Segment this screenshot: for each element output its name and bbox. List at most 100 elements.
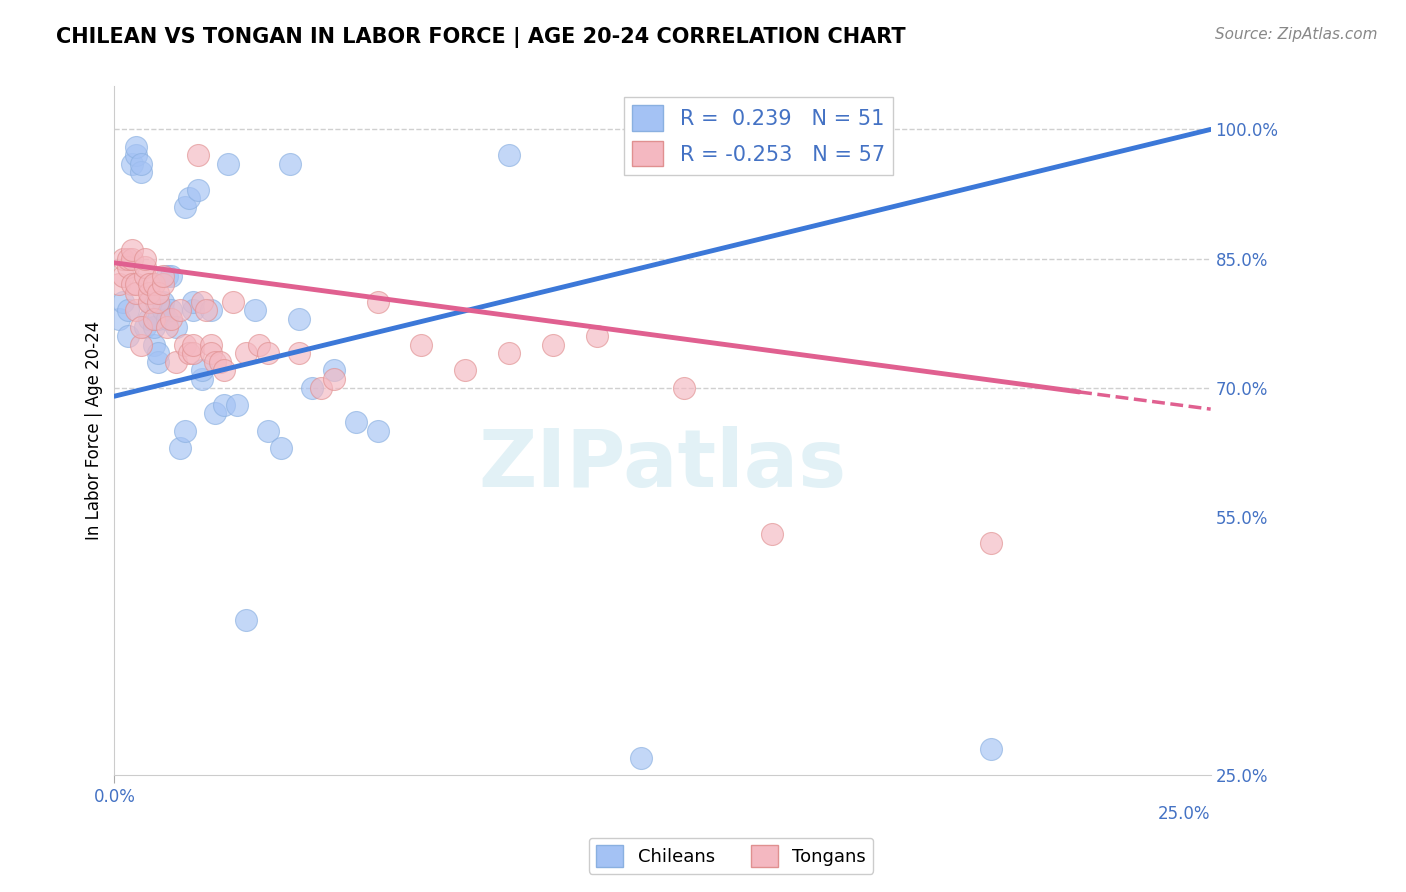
Point xyxy=(630,750,652,764)
Point xyxy=(142,311,165,326)
Point xyxy=(195,303,218,318)
Point xyxy=(160,303,183,318)
Point xyxy=(187,183,209,197)
Point xyxy=(270,441,292,455)
Point xyxy=(344,415,367,429)
Point xyxy=(121,277,143,292)
Point xyxy=(183,337,205,351)
Point xyxy=(673,381,696,395)
Point xyxy=(156,320,179,334)
Point xyxy=(226,398,249,412)
Point xyxy=(134,320,156,334)
Point xyxy=(208,355,231,369)
Point xyxy=(177,191,200,205)
Point xyxy=(169,441,191,455)
Point xyxy=(160,268,183,283)
Point xyxy=(980,742,1002,756)
Point xyxy=(187,148,209,162)
Point xyxy=(411,337,433,351)
Point xyxy=(585,329,607,343)
Y-axis label: In Labor Force | Age 20-24: In Labor Force | Age 20-24 xyxy=(86,321,103,541)
Point xyxy=(191,294,214,309)
Point xyxy=(287,311,309,326)
Point xyxy=(121,252,143,266)
Text: CHILEAN VS TONGAN IN LABOR FORCE | AGE 20-24 CORRELATION CHART: CHILEAN VS TONGAN IN LABOR FORCE | AGE 2… xyxy=(56,27,905,48)
Point xyxy=(278,157,301,171)
Point xyxy=(980,535,1002,549)
Point xyxy=(165,355,187,369)
Point xyxy=(107,277,129,292)
Point xyxy=(173,200,195,214)
Point xyxy=(165,320,187,334)
Point xyxy=(212,363,235,377)
Text: Source: ZipAtlas.com: Source: ZipAtlas.com xyxy=(1215,27,1378,42)
Point xyxy=(152,294,174,309)
Point xyxy=(204,406,226,420)
Point xyxy=(117,260,139,274)
Point xyxy=(212,398,235,412)
Point xyxy=(200,303,222,318)
Point xyxy=(142,337,165,351)
Point xyxy=(235,346,257,360)
Point xyxy=(257,424,280,438)
Point xyxy=(117,252,139,266)
Point xyxy=(301,381,323,395)
Point xyxy=(148,294,170,309)
Point xyxy=(160,311,183,326)
Point xyxy=(761,527,783,541)
Point xyxy=(121,243,143,257)
Point xyxy=(257,346,280,360)
Point xyxy=(134,268,156,283)
Point xyxy=(287,346,309,360)
Point xyxy=(173,424,195,438)
Point xyxy=(247,337,270,351)
Point xyxy=(366,424,388,438)
Point xyxy=(322,363,344,377)
Point xyxy=(138,277,160,292)
Point xyxy=(169,303,191,318)
Point xyxy=(366,294,388,309)
Point xyxy=(309,381,332,395)
Point xyxy=(498,346,520,360)
Point xyxy=(191,372,214,386)
Point xyxy=(142,320,165,334)
Point xyxy=(183,303,205,318)
Point xyxy=(222,294,245,309)
Point xyxy=(204,355,226,369)
Point xyxy=(112,252,135,266)
Point xyxy=(173,337,195,351)
Legend: R =  0.239   N = 51, R = -0.253   N = 57: R = 0.239 N = 51, R = -0.253 N = 57 xyxy=(624,96,893,175)
Point xyxy=(191,363,214,377)
Point xyxy=(217,157,239,171)
Point xyxy=(134,252,156,266)
Point xyxy=(148,346,170,360)
Point xyxy=(454,363,477,377)
Point xyxy=(129,337,152,351)
Point xyxy=(183,294,205,309)
Point xyxy=(134,260,156,274)
Point xyxy=(498,148,520,162)
Point xyxy=(152,303,174,318)
Point xyxy=(235,613,257,627)
Point xyxy=(142,277,165,292)
Point xyxy=(200,337,222,351)
Point xyxy=(129,157,152,171)
Point xyxy=(117,329,139,343)
Point xyxy=(112,294,135,309)
Point xyxy=(156,311,179,326)
Text: 25.0%: 25.0% xyxy=(1159,805,1211,823)
Point xyxy=(125,148,148,162)
Point xyxy=(541,337,564,351)
Point xyxy=(152,277,174,292)
Point xyxy=(322,372,344,386)
Point xyxy=(138,311,160,326)
Point xyxy=(152,268,174,283)
Point xyxy=(121,157,143,171)
Point xyxy=(183,346,205,360)
Point xyxy=(138,294,160,309)
Point xyxy=(138,285,160,300)
Point xyxy=(243,303,266,318)
Point xyxy=(148,285,170,300)
Point xyxy=(138,294,160,309)
Point xyxy=(125,139,148,153)
